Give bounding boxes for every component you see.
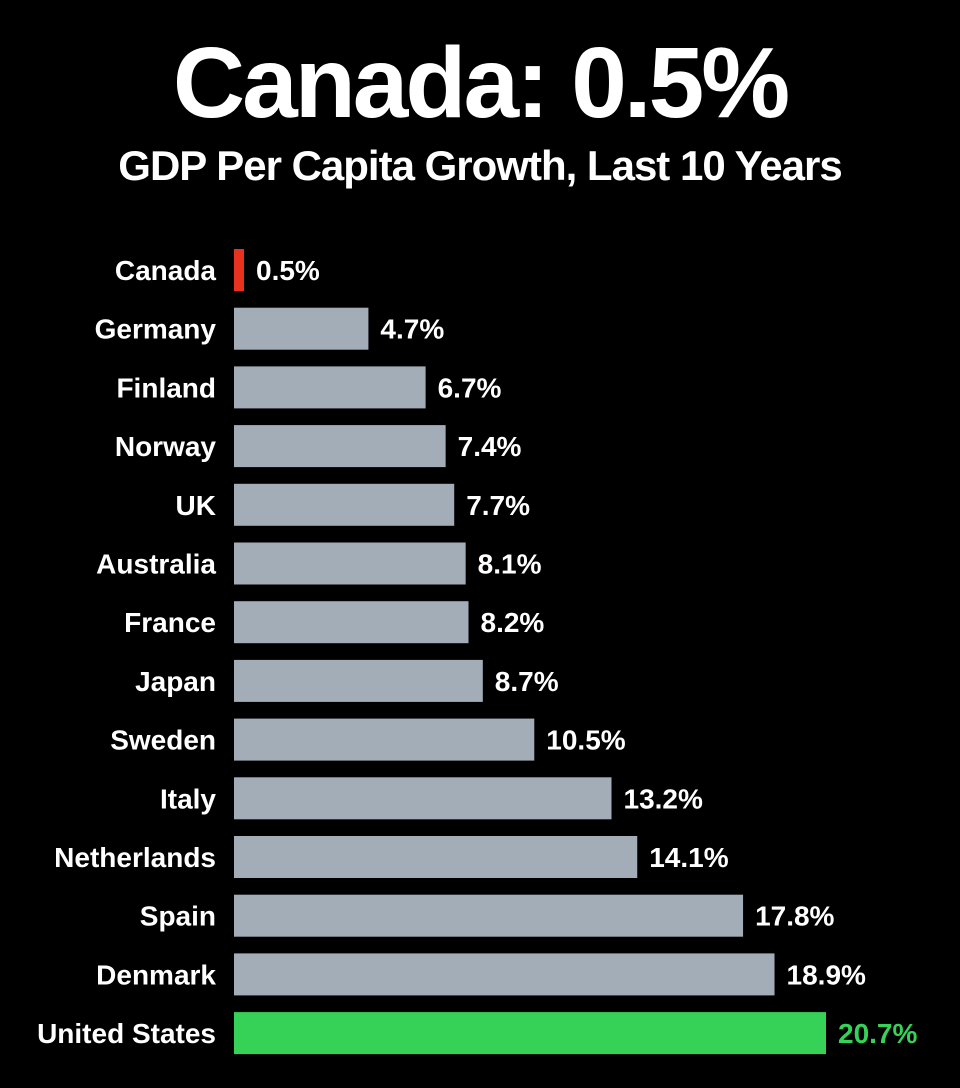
- chart-title: Canada: 0.5%: [172, 27, 790, 139]
- bar-denmark: [234, 953, 775, 996]
- value-label-denmark: 18.9%: [787, 959, 866, 990]
- category-label-united-states: United States: [37, 1018, 216, 1049]
- bar-finland: [234, 366, 426, 409]
- value-label-finland: 6.7%: [438, 372, 502, 403]
- chart-subtitle: GDP Per Capita Growth, Last 10 Years: [118, 142, 842, 189]
- category-label-japan: Japan: [135, 666, 216, 697]
- value-label-france: 8.2%: [481, 607, 545, 638]
- bar-uk: [234, 483, 455, 526]
- category-label-sweden: Sweden: [110, 725, 216, 756]
- category-label-italy: Italy: [160, 783, 216, 814]
- value-label-australia: 8.1%: [478, 549, 542, 580]
- category-label-canada: Canada: [115, 255, 217, 286]
- bar-australia: [234, 542, 466, 585]
- value-label-germany: 4.7%: [380, 314, 444, 345]
- value-label-canada: 0.5%: [256, 255, 320, 286]
- bar-netherlands: [234, 836, 638, 878]
- value-label-uk: 7.7%: [466, 490, 530, 521]
- category-label-uk: UK: [176, 490, 216, 521]
- category-label-norway: Norway: [115, 431, 217, 462]
- bar-italy: [234, 777, 612, 820]
- bar-germany: [234, 307, 369, 350]
- category-label-finland: Finland: [116, 372, 216, 403]
- category-label-germany: Germany: [95, 314, 217, 345]
- value-label-netherlands: 14.1%: [649, 842, 728, 873]
- bar-norway: [234, 425, 446, 468]
- category-label-spain: Spain: [140, 901, 216, 932]
- value-label-spain: 17.8%: [755, 901, 834, 932]
- bar-united-states: [234, 1012, 826, 1055]
- value-label-japan: 8.7%: [495, 666, 559, 697]
- bar-canada: [234, 249, 244, 291]
- bar-japan: [234, 659, 483, 702]
- bars-group: Canada 0.5% Germany 4.7% Finland 6.7% Norway 7.…: [37, 249, 917, 1055]
- bar-spain: [234, 894, 744, 937]
- value-label-italy: 13.2%: [624, 783, 703, 814]
- category-label-denmark: Denmark: [96, 959, 216, 990]
- category-label-australia: Australia: [96, 549, 216, 580]
- value-label-united-states: 20.7%: [838, 1018, 917, 1049]
- bar-france: [234, 601, 469, 644]
- bar-sweden: [234, 718, 535, 761]
- category-label-netherlands: Netherlands: [54, 842, 216, 873]
- value-label-sweden: 10.5%: [546, 725, 625, 756]
- category-label-france: France: [124, 607, 216, 638]
- value-label-norway: 7.4%: [458, 431, 522, 462]
